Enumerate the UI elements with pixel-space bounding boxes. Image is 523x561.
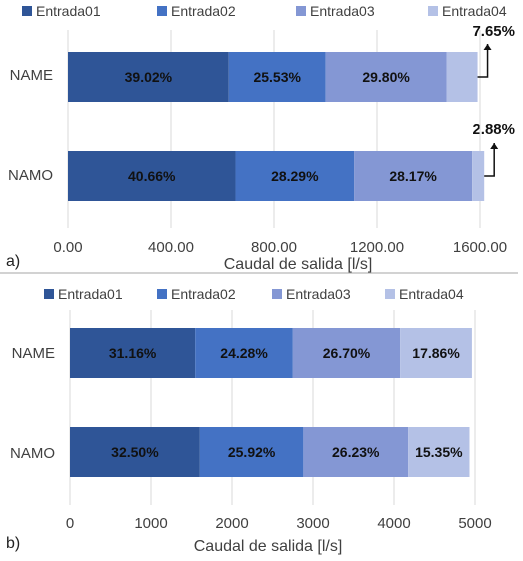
panel-b-bar-segment (70, 328, 196, 378)
panel-a-annotation-namo: 2.88% (472, 121, 515, 138)
panel-b-data-label: 31.16% (109, 345, 157, 361)
panel-b-bar-segment (199, 427, 304, 477)
panel-b-legend-label: Entrada01 (58, 286, 123, 302)
panel-b-data-label: 17.86% (412, 345, 460, 361)
panel-a-label: a) (6, 253, 20, 270)
panel-b-legend-swatch (385, 289, 395, 299)
panel-b-data-label: 26.23% (332, 444, 380, 460)
panel-b-x-tick-label: 1000 (134, 515, 167, 532)
panel-b-legend-swatch (272, 289, 282, 299)
panel-b-label: b) (6, 535, 20, 552)
panel-a-legend-swatch (157, 6, 167, 16)
panel-b-data-label: 15.35% (415, 444, 463, 460)
panel-a-x-tick-label: 1200.00 (350, 239, 404, 256)
panel-b-legend-swatch (157, 289, 167, 299)
panel-b-legend-label: Entrada04 (399, 286, 464, 302)
panel-a-data-label: 29.80% (362, 69, 410, 85)
panel-a-annotation-arrow (477, 44, 489, 78)
panel-a-x-tick-label: 400.00 (148, 239, 194, 256)
panel-a-annotation-arrow (484, 143, 495, 177)
panel-a-bar-segment (325, 52, 447, 102)
panel-b-data-label: 24.28% (220, 345, 268, 361)
panel-a-bar-segment (472, 151, 485, 201)
panel-b-x-tick-label: 0 (66, 515, 74, 532)
panel-a-data-label: 28.17% (389, 168, 437, 184)
panel-b-bar-segment (292, 328, 401, 378)
panel-a-annotation-name: 7.65% (472, 23, 515, 40)
panel-a-bar-segment (228, 52, 326, 102)
panel-a-legend-label: Entrada03 (310, 3, 375, 19)
panel-b-x-tick-label: 4000 (377, 515, 410, 532)
panel-a-bar-segment (68, 52, 229, 102)
panel-a-bar-segment (354, 151, 473, 201)
panel-b-x-tick-label: 2000 (215, 515, 248, 532)
panel-b-x-axis-title: Caudal de salida [l/s] (194, 538, 343, 555)
panel-a-bar-segment (68, 151, 236, 201)
panel-b-data-label: 32.50% (111, 444, 159, 460)
panel-b-category-name: NAME (12, 345, 55, 362)
panel-a-x-axis-title: Caudal de salida [l/s] (224, 256, 373, 273)
panel-a-annotation-arrowhead (490, 143, 499, 149)
panel-b-bar-segment (195, 328, 293, 378)
panel-a-category-name: NAME (10, 67, 53, 84)
panel-b-legend-label: Entrada02 (171, 286, 236, 302)
panel-a-bar-segment (446, 52, 478, 102)
panel-a-legend-swatch (22, 6, 32, 16)
panel-a-data-label: 28.29% (271, 168, 319, 184)
panel-b-bar-segment (70, 427, 200, 477)
panel-a-legend-label: Entrada01 (36, 3, 101, 19)
panel-a-category-namo: NAMO (8, 167, 53, 184)
panel-b-x-tick-label: 3000 (296, 515, 329, 532)
panel-a-data-label: 40.66% (128, 168, 176, 184)
panel-a-legend-swatch (428, 6, 438, 16)
panel-b-data-label: 26.70% (323, 345, 371, 361)
panel-b-legend-swatch (44, 289, 54, 299)
panel-a-x-tick-label: 800.00 (251, 239, 297, 256)
panel-a-x-tick-label: 1600.00 (453, 239, 507, 256)
panel-b-bar-segment (408, 427, 470, 477)
panel-b-bar-segment (303, 427, 409, 477)
panel-a-annotation-arrowhead (483, 44, 492, 50)
panel-b-data-label: 25.92% (228, 444, 276, 460)
panel-a-x-tick-label: 0.00 (53, 239, 82, 256)
panel-a-legend-label: Entrada02 (171, 3, 236, 19)
panel-a-legend-swatch (296, 6, 306, 16)
panel-a-data-label: 39.02% (125, 69, 173, 85)
panel-b-bar-segment (400, 328, 472, 378)
panel-a-legend-label: Entrada04 (442, 3, 507, 19)
panel-a-data-label: 25.53% (253, 69, 301, 85)
panel-b-category-namo: NAMO (10, 445, 55, 462)
panel-a-bar-segment (235, 151, 355, 201)
panel-b-legend-label: Entrada03 (286, 286, 351, 302)
panel-b-x-tick-label: 5000 (458, 515, 491, 532)
